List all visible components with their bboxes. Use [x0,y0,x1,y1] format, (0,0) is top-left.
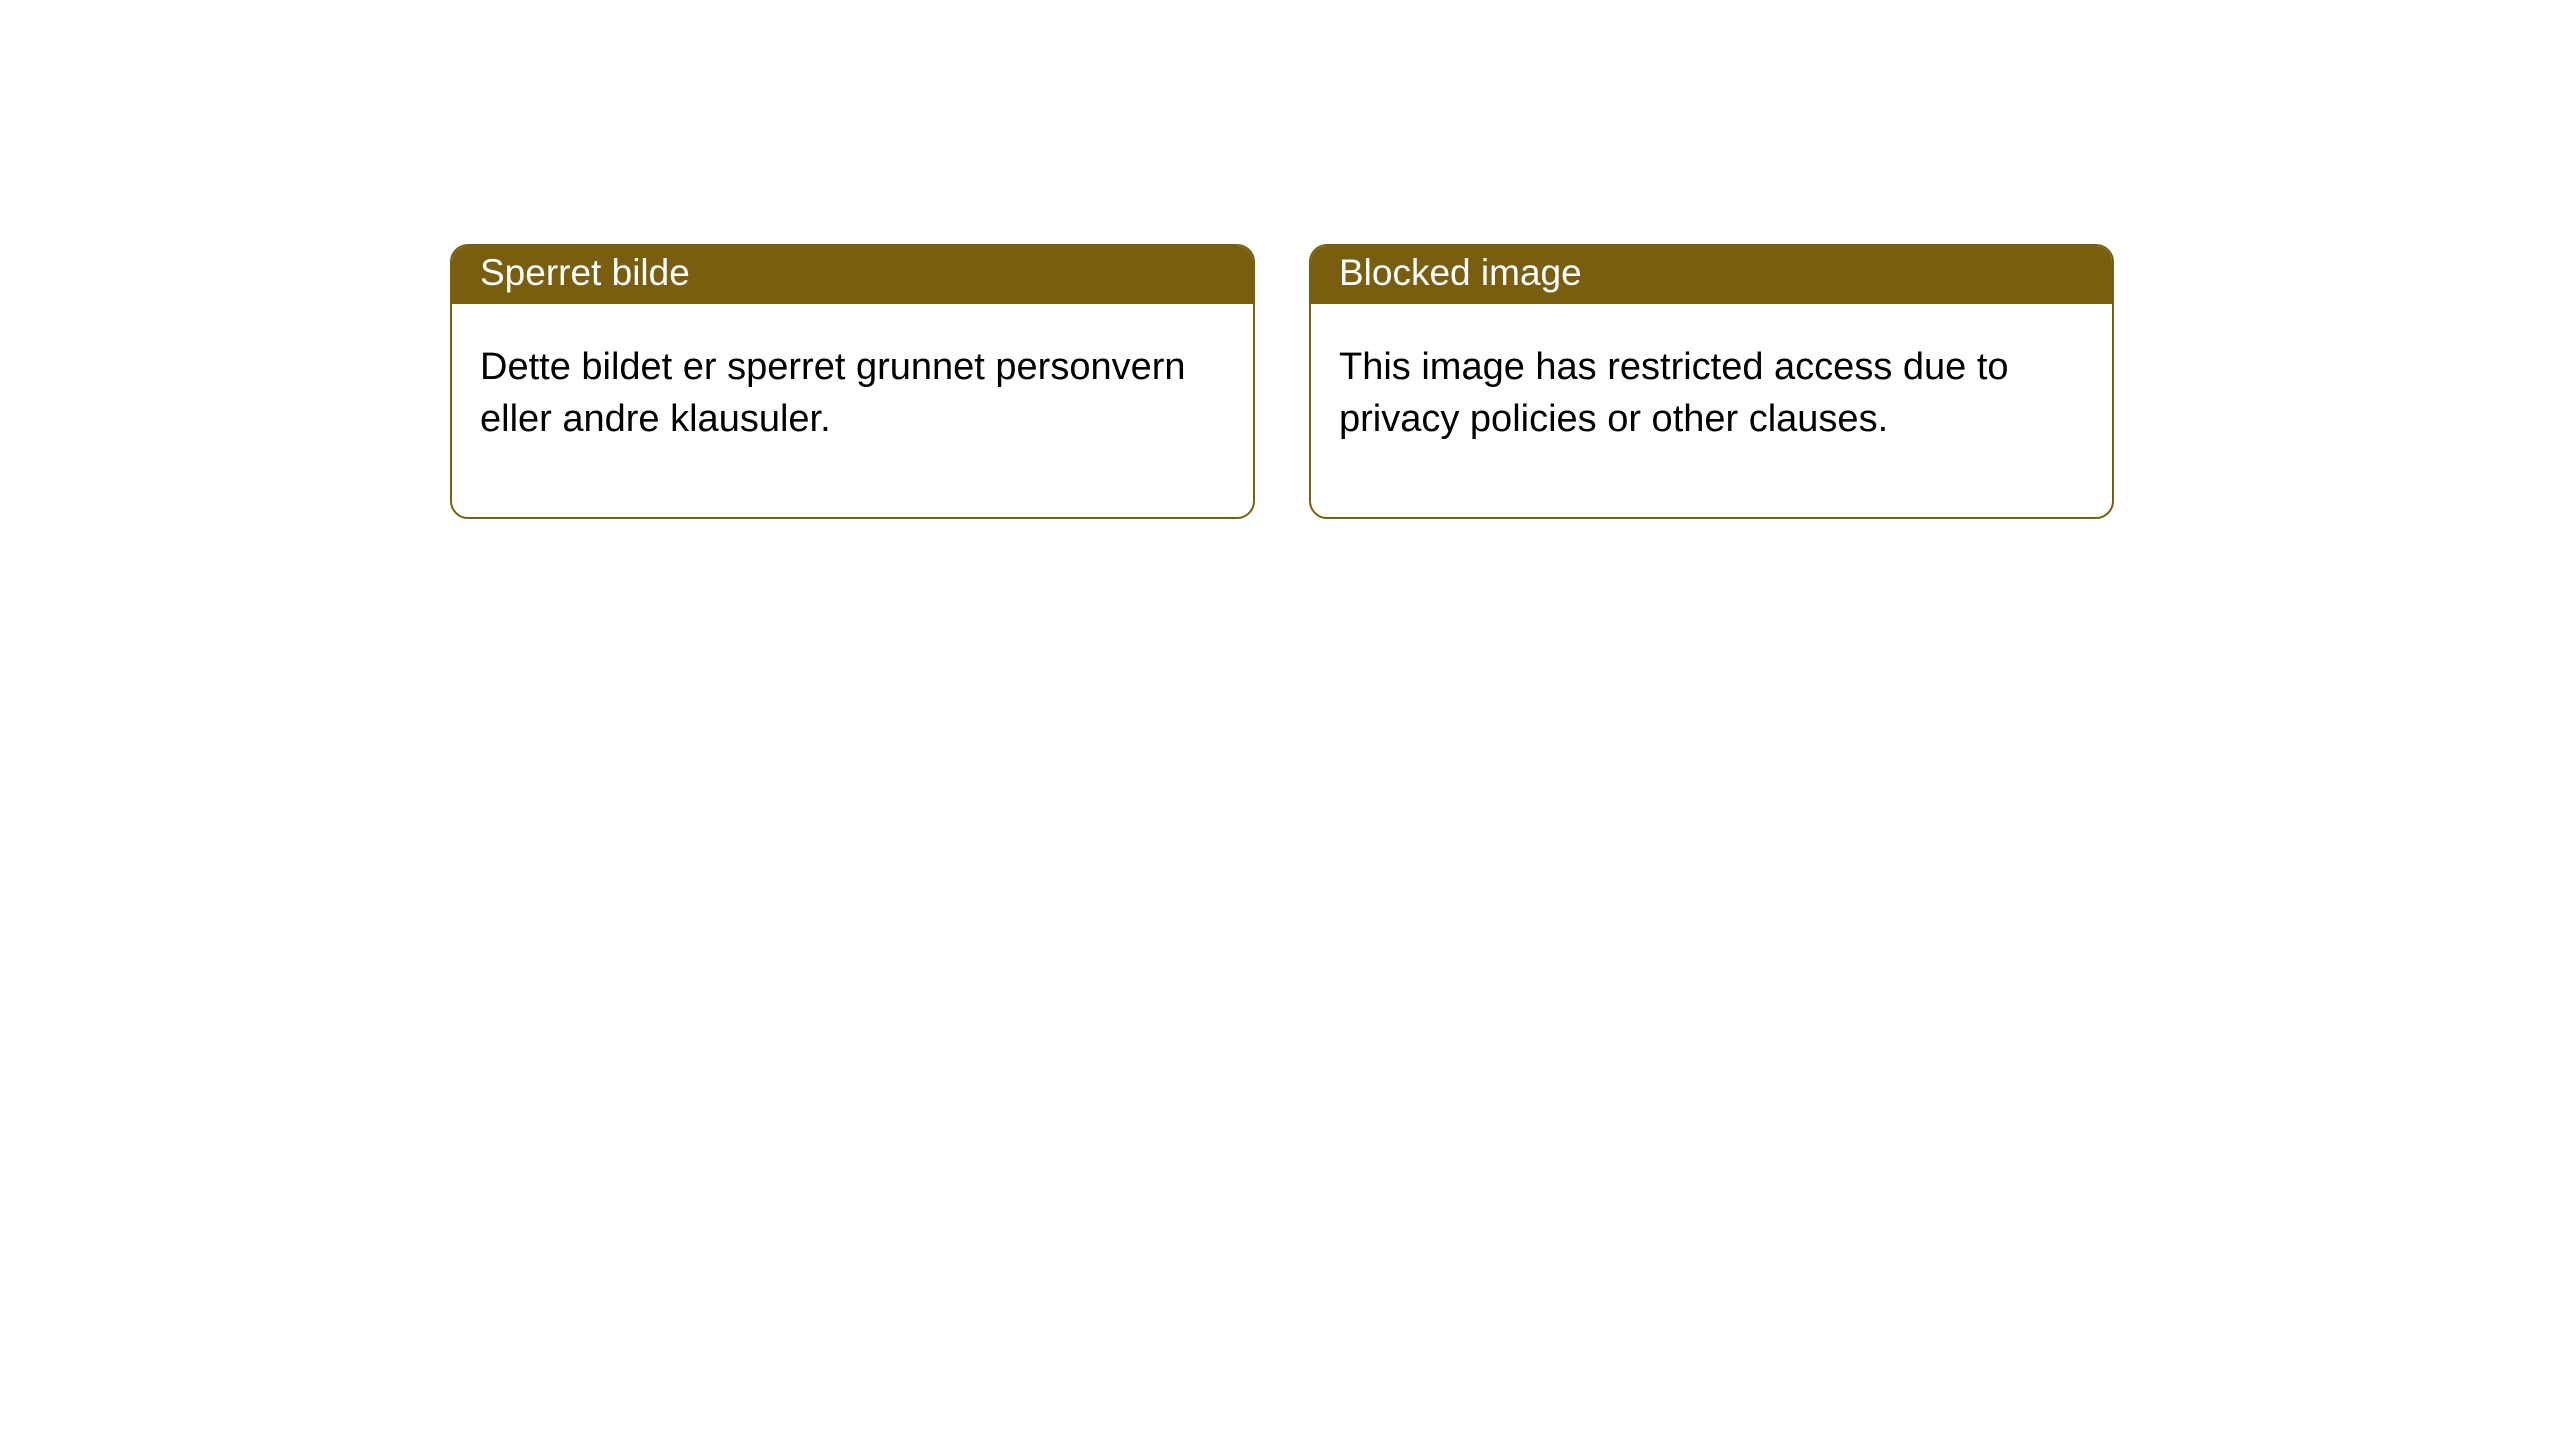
cards-container: Sperret bilde Dette bildet er sperret gr… [0,0,2560,519]
blocked-image-card-en: Blocked image This image has restricted … [1309,244,2114,519]
card-header: Sperret bilde [452,246,1253,304]
card-header: Blocked image [1311,246,2112,304]
card-body: This image has restricted access due to … [1311,304,2112,517]
blocked-image-card-no: Sperret bilde Dette bildet er sperret gr… [450,244,1255,519]
card-body: Dette bildet er sperret grunnet personve… [452,304,1253,517]
